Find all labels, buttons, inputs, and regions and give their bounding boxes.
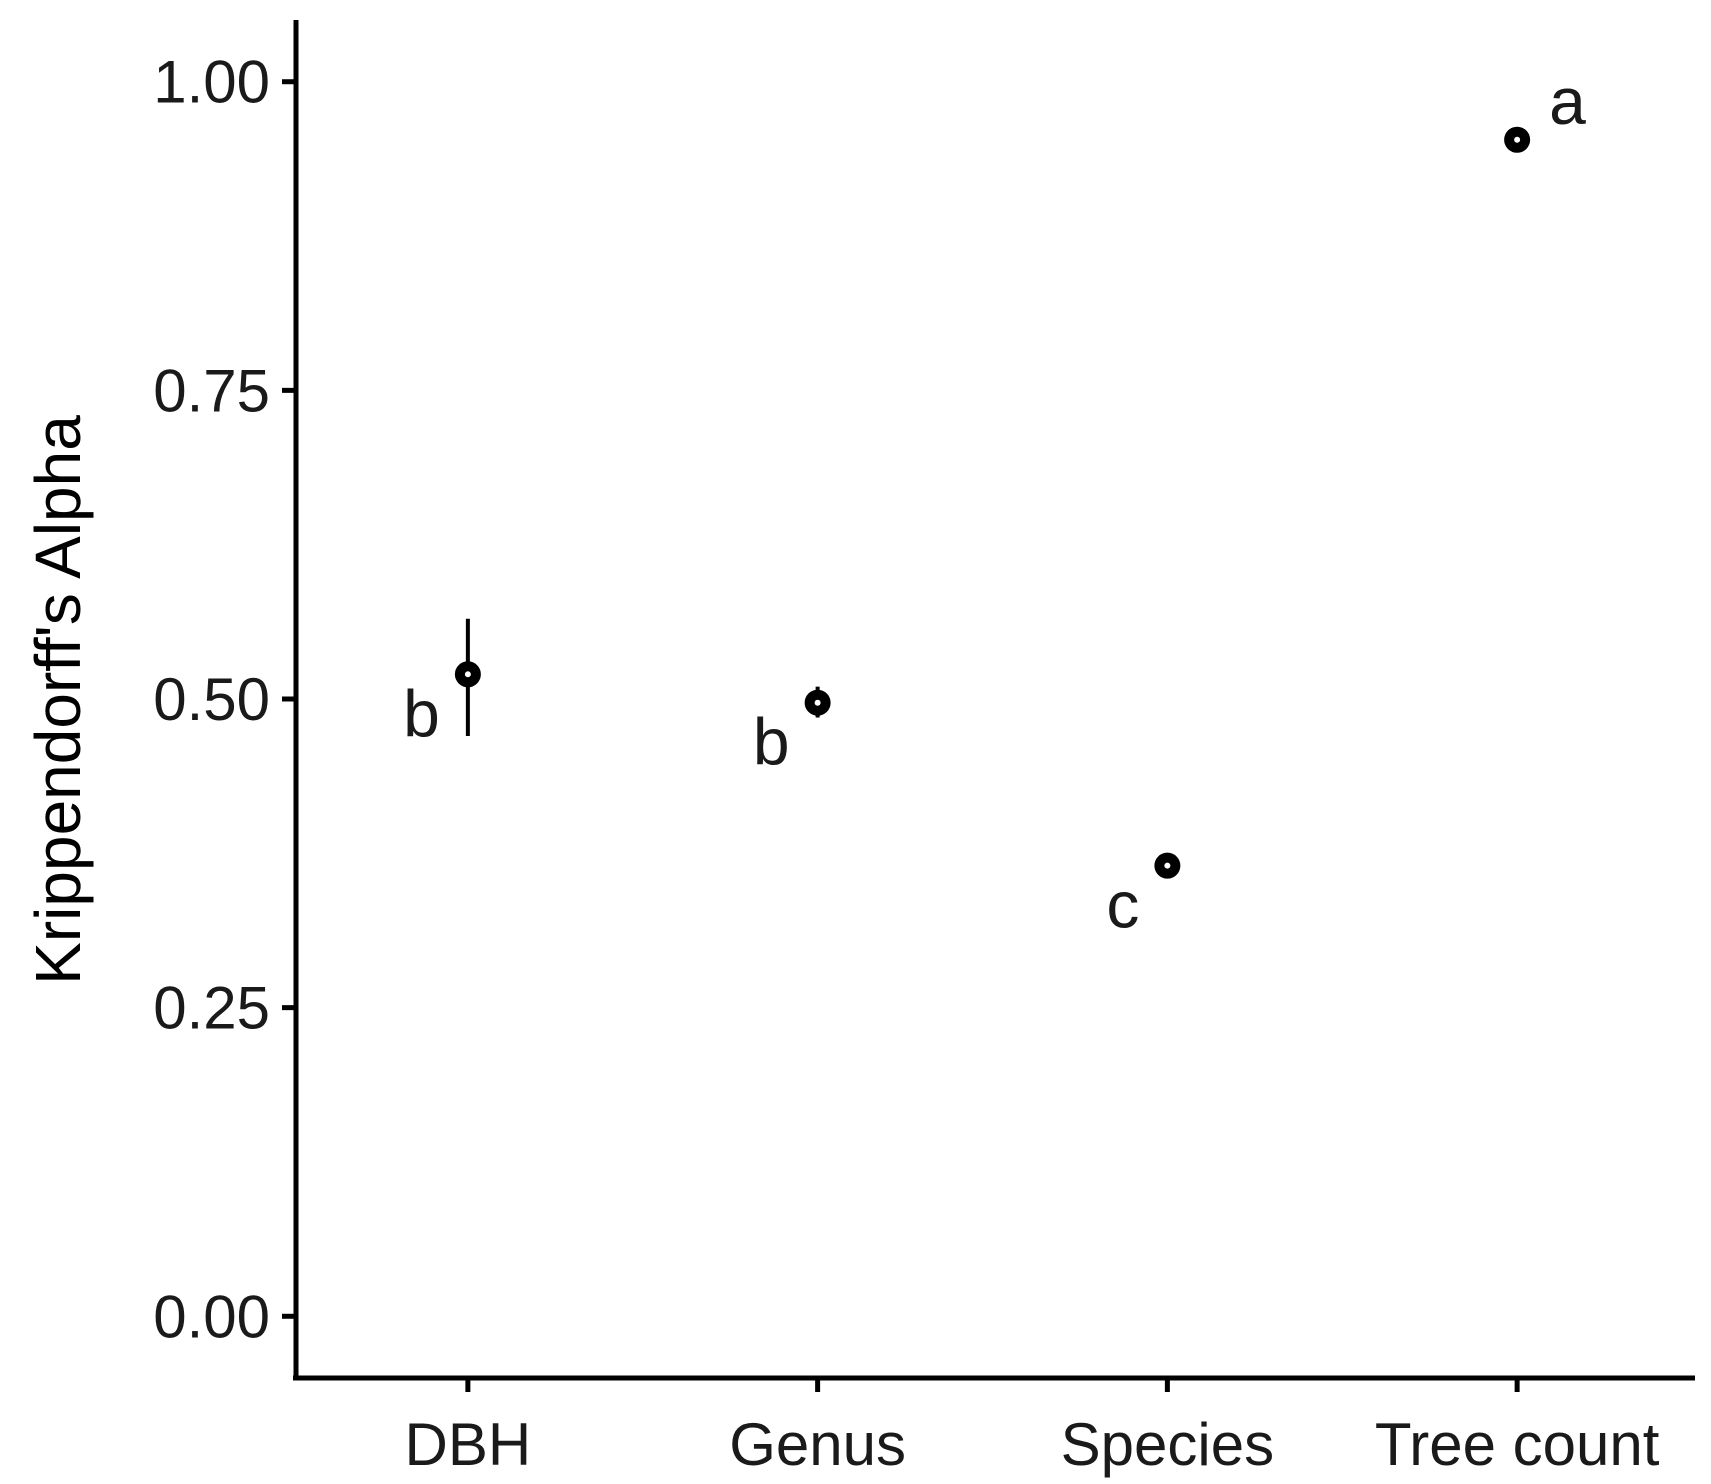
x-tick-label: Tree count xyxy=(1375,1411,1660,1478)
y-tick-label: 0.00 xyxy=(153,1283,270,1350)
data-point-center xyxy=(814,699,821,706)
y-tick-label: 0.25 xyxy=(153,975,270,1042)
group-letter: a xyxy=(1549,64,1586,138)
group-letter: b xyxy=(403,676,440,750)
axes xyxy=(293,20,1695,1381)
x-tick-label: Species xyxy=(1061,1411,1274,1478)
data-point-center xyxy=(1164,862,1171,869)
y-axis-title: Krippendorff's Alpha xyxy=(22,415,94,985)
x-tick-label: Genus xyxy=(729,1411,906,1478)
y-tick-label: 1.00 xyxy=(153,49,270,116)
error-bars xyxy=(465,134,1520,872)
data-points xyxy=(454,126,1531,879)
y-tick-label: 0.75 xyxy=(153,357,270,424)
data-point-center xyxy=(464,671,471,678)
group-letter: b xyxy=(753,705,790,779)
group-letters: b b c a xyxy=(403,64,1586,942)
data-point-center xyxy=(1514,136,1521,143)
x-ticks: DBH Genus Species Tree count xyxy=(405,1378,1660,1478)
x-tick-label: DBH xyxy=(405,1411,532,1478)
y-tick-label: 0.50 xyxy=(153,666,270,733)
y-ticks: 0.00 0.25 0.50 0.75 1.00 xyxy=(153,49,296,1350)
group-letter: c xyxy=(1106,868,1139,942)
